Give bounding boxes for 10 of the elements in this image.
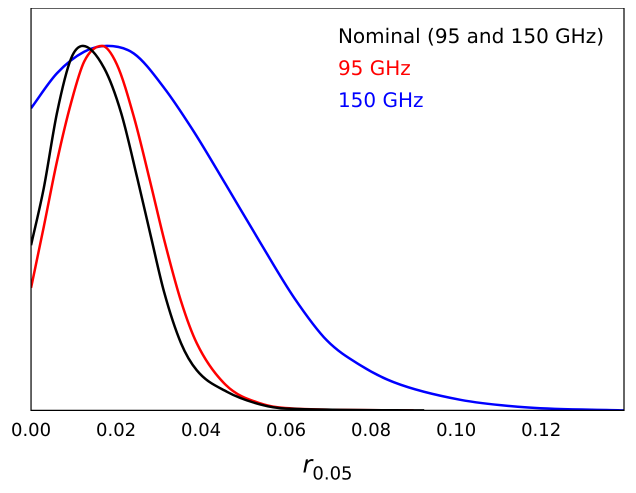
x-tick-label: 0.08 (351, 420, 392, 441)
x-tick-label: 0.00 (11, 420, 52, 441)
x-tick-label: 0.10 (436, 420, 476, 441)
x-tick-label: 0.12 (521, 420, 562, 441)
x-tick-label: 0.02 (96, 420, 136, 441)
text: Nominal (95 and 150 GHz) (338, 24, 604, 48)
x-tick-label: 0.06 (266, 420, 306, 441)
text: 95 GHz (338, 56, 411, 80)
text: 150 GHz (338, 88, 424, 112)
x-tick-label: 0.04 (181, 420, 222, 441)
